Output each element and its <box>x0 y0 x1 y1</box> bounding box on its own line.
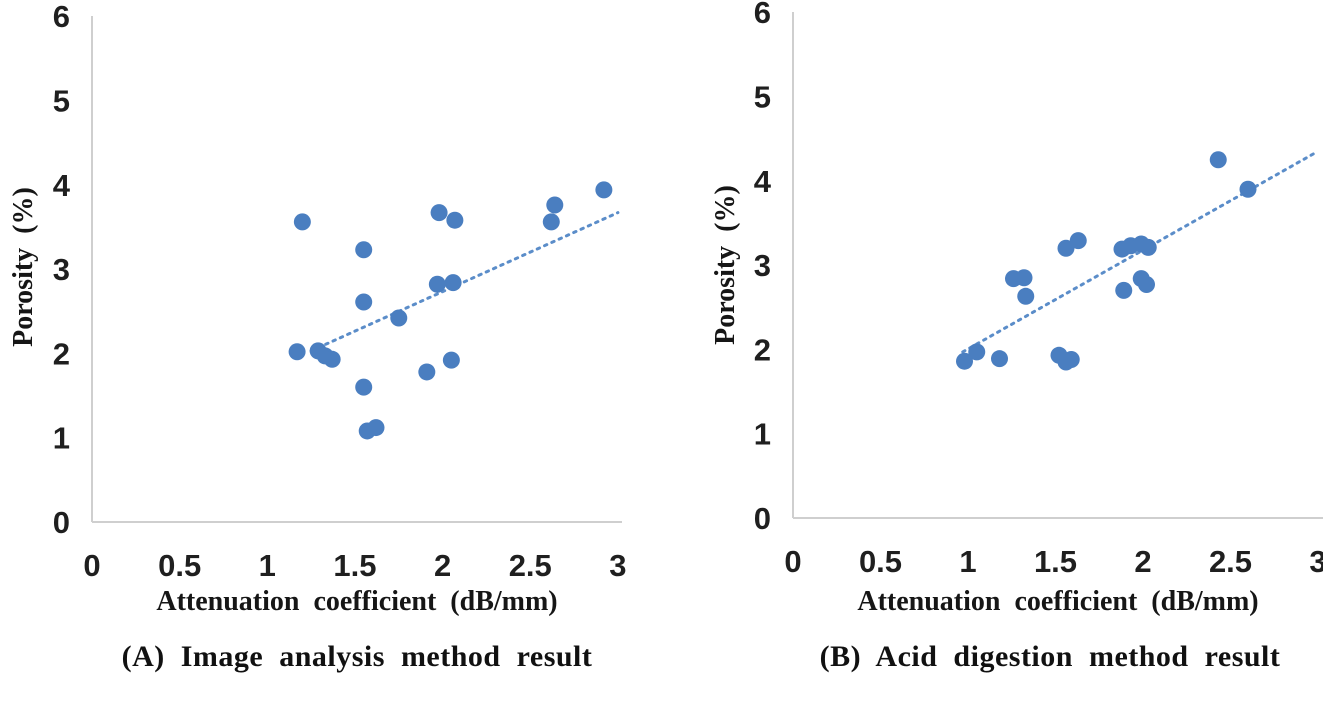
y-tick-label: 3 <box>754 248 771 283</box>
data-point <box>355 293 373 311</box>
y-tick-label: 6 <box>53 0 70 34</box>
x-axis-title-a: Attenuation coefficient (dB/mm) <box>156 586 558 617</box>
x-tick-label: 0 <box>784 544 801 579</box>
data-point <box>1239 180 1257 198</box>
x-tick-label: 3 <box>609 548 626 583</box>
y-tick-label: 2 <box>53 336 70 371</box>
data-point <box>956 352 973 370</box>
x-tick-label: 1.5 <box>333 548 376 583</box>
scatter-plot-b: 0 1 2 3 4 5 6 0 0.5 1 1.5 2 2.5 3 <box>754 0 1323 579</box>
y-tick-label: 4 <box>53 168 71 203</box>
x-tick-label: 3 <box>1309 544 1323 579</box>
data-point <box>293 213 311 231</box>
data-point <box>1069 232 1087 250</box>
data-point <box>1138 275 1155 293</box>
data-point <box>1057 239 1075 257</box>
data-point <box>1017 287 1035 305</box>
caption-b: (B) Acid digestion method result <box>819 640 1281 673</box>
data-point <box>968 343 986 361</box>
x-tick-label: 0 <box>83 548 100 583</box>
y-tick-label: 1 <box>754 417 771 452</box>
y-axis-title-a: Porosity (%) <box>8 187 39 347</box>
data-point <box>288 343 306 361</box>
data-point <box>595 181 613 199</box>
chart-panel-a: 0 1 2 3 4 5 6 0 0.5 1 1.5 2 2.5 3 Porosity (%) Attenu… <box>0 0 660 701</box>
y-tick-label: 0 <box>754 501 771 536</box>
y-tick-label: 5 <box>754 80 771 115</box>
data-point <box>1115 281 1133 299</box>
y-tick-label: 3 <box>53 252 70 287</box>
x-tick-label: 2.5 <box>509 548 552 583</box>
data-point <box>1062 351 1080 369</box>
data-point <box>355 241 373 259</box>
trendline <box>309 211 620 353</box>
x-tick-label: 2.5 <box>1209 544 1252 579</box>
data-point <box>367 419 385 437</box>
data-point <box>542 213 560 231</box>
x-tick-label: 0.5 <box>859 544 902 579</box>
data-point <box>323 350 341 368</box>
data-point <box>1209 151 1227 169</box>
x-tick-label: 1 <box>259 548 276 583</box>
y-tick-label: 2 <box>754 332 771 367</box>
data-point <box>991 350 1008 368</box>
x-tick-label: 2 <box>1134 544 1151 579</box>
x-tick-label: 0.5 <box>158 548 201 583</box>
y-tick-label: 1 <box>53 421 70 456</box>
x-tick-label: 2 <box>434 548 451 583</box>
x-tick-label: 1 <box>959 544 976 579</box>
data-point <box>1015 269 1033 287</box>
y-tick-label: 4 <box>754 164 772 199</box>
data-point <box>355 378 373 396</box>
y-tick-label: 0 <box>53 505 70 540</box>
data-point <box>428 275 446 293</box>
data-point <box>444 274 462 292</box>
scatter-plot-a: 0 1 2 3 4 5 6 0 0.5 1 1.5 2 2.5 3 <box>53 0 627 583</box>
data-point <box>442 351 460 369</box>
y-axis-title-b: Porosity (%) <box>710 185 741 345</box>
data-point <box>390 309 408 327</box>
y-tick-label: 6 <box>754 0 771 30</box>
x-tick-label: 1.5 <box>1034 544 1077 579</box>
data-point <box>418 363 436 381</box>
x-axis-title-b: Attenuation coefficient (dB/mm) <box>857 586 1259 617</box>
caption-a: (A) Image analysis method result <box>121 640 593 673</box>
data-point <box>446 211 464 229</box>
data-point <box>430 204 448 222</box>
y-tick-label: 5 <box>53 84 70 119</box>
chart-panel-b: 0 1 2 3 4 5 6 0 0.5 1 1.5 2 2.5 3 Porosity (%) Attenu… <box>660 0 1323 701</box>
data-point <box>546 196 564 214</box>
data-point <box>1139 238 1157 256</box>
